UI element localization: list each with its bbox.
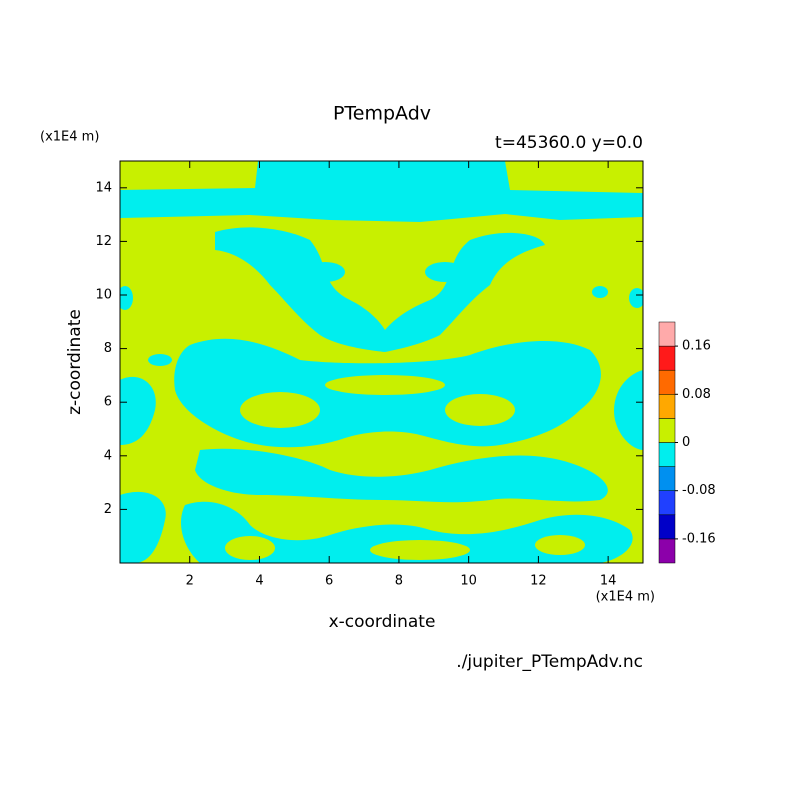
- colorbar-segment: [658, 418, 676, 443]
- y-tick-label: 14: [95, 180, 112, 195]
- colorbar-segment: [658, 538, 676, 564]
- x-axis-label: x-coordinate: [329, 612, 436, 632]
- field-negative: [629, 288, 643, 308]
- colorbar-tick-label: -0.16: [682, 531, 716, 546]
- colorbar-segment: [658, 345, 676, 371]
- field-negative: [120, 491, 166, 563]
- colorbar-segment: [658, 466, 676, 491]
- field-negative: [425, 262, 465, 282]
- field-negative: [120, 286, 133, 310]
- field-negative: [180, 501, 633, 563]
- field-negative: [614, 370, 643, 450]
- colorbar-segment: [658, 321, 676, 347]
- y-tick-label: 4: [104, 448, 112, 463]
- field-negative: [120, 376, 156, 445]
- plot-frame: [119, 160, 644, 564]
- x-tick-label: 4: [255, 574, 263, 589]
- field-negative: [195, 448, 608, 503]
- contour-field: [120, 161, 643, 563]
- field-positive: [535, 535, 585, 555]
- colorbar-tick-label: 0.08: [682, 387, 711, 402]
- y-tick-label: 8: [104, 341, 112, 356]
- colorbar-segment: [658, 369, 676, 395]
- x-tick-label: 10: [460, 574, 477, 589]
- field-positive: [370, 540, 470, 560]
- y-unit: (x1E4 m): [40, 130, 99, 145]
- colorbar-segment: [658, 394, 676, 419]
- x-tick-label: 14: [600, 574, 617, 589]
- chart-title: PTempAdv: [333, 103, 431, 125]
- source-file: ./jupiter_PTempAdv.nc: [456, 652, 643, 672]
- field-negative: [305, 262, 345, 282]
- field-negative: [148, 354, 172, 366]
- field-positive: [325, 375, 445, 395]
- y-tick-label: 6: [104, 395, 112, 410]
- y-tick-label: 12: [95, 234, 112, 249]
- field-negative: [120, 161, 643, 222]
- y-tick-label: 10: [95, 288, 112, 303]
- x-tick-label: 6: [325, 574, 333, 589]
- field-negative: [215, 227, 545, 352]
- x-tick-label: 8: [395, 574, 403, 589]
- chart-subtitle: t=45360.0 y=0.0: [495, 133, 643, 153]
- colorbar-tick-label: -0.08: [682, 483, 716, 498]
- colorbar-segment: [658, 442, 676, 467]
- x-tick-label: 12: [530, 574, 547, 589]
- colorbar-tick-label: 0: [682, 435, 690, 450]
- y-tick-label: 2: [104, 502, 112, 517]
- field-positive: [225, 536, 275, 560]
- field-negative: [592, 286, 608, 298]
- colorbar-segment: [658, 490, 676, 516]
- x-tick-label: 2: [186, 574, 194, 589]
- field-positive: [445, 394, 515, 426]
- field-positive: [240, 392, 320, 428]
- x-unit: (x1E4 m): [596, 590, 655, 605]
- colorbar-tick-label: 0.16: [682, 339, 711, 354]
- y-axis-label: z-coordinate: [65, 309, 85, 415]
- colorbar-segment: [658, 514, 676, 540]
